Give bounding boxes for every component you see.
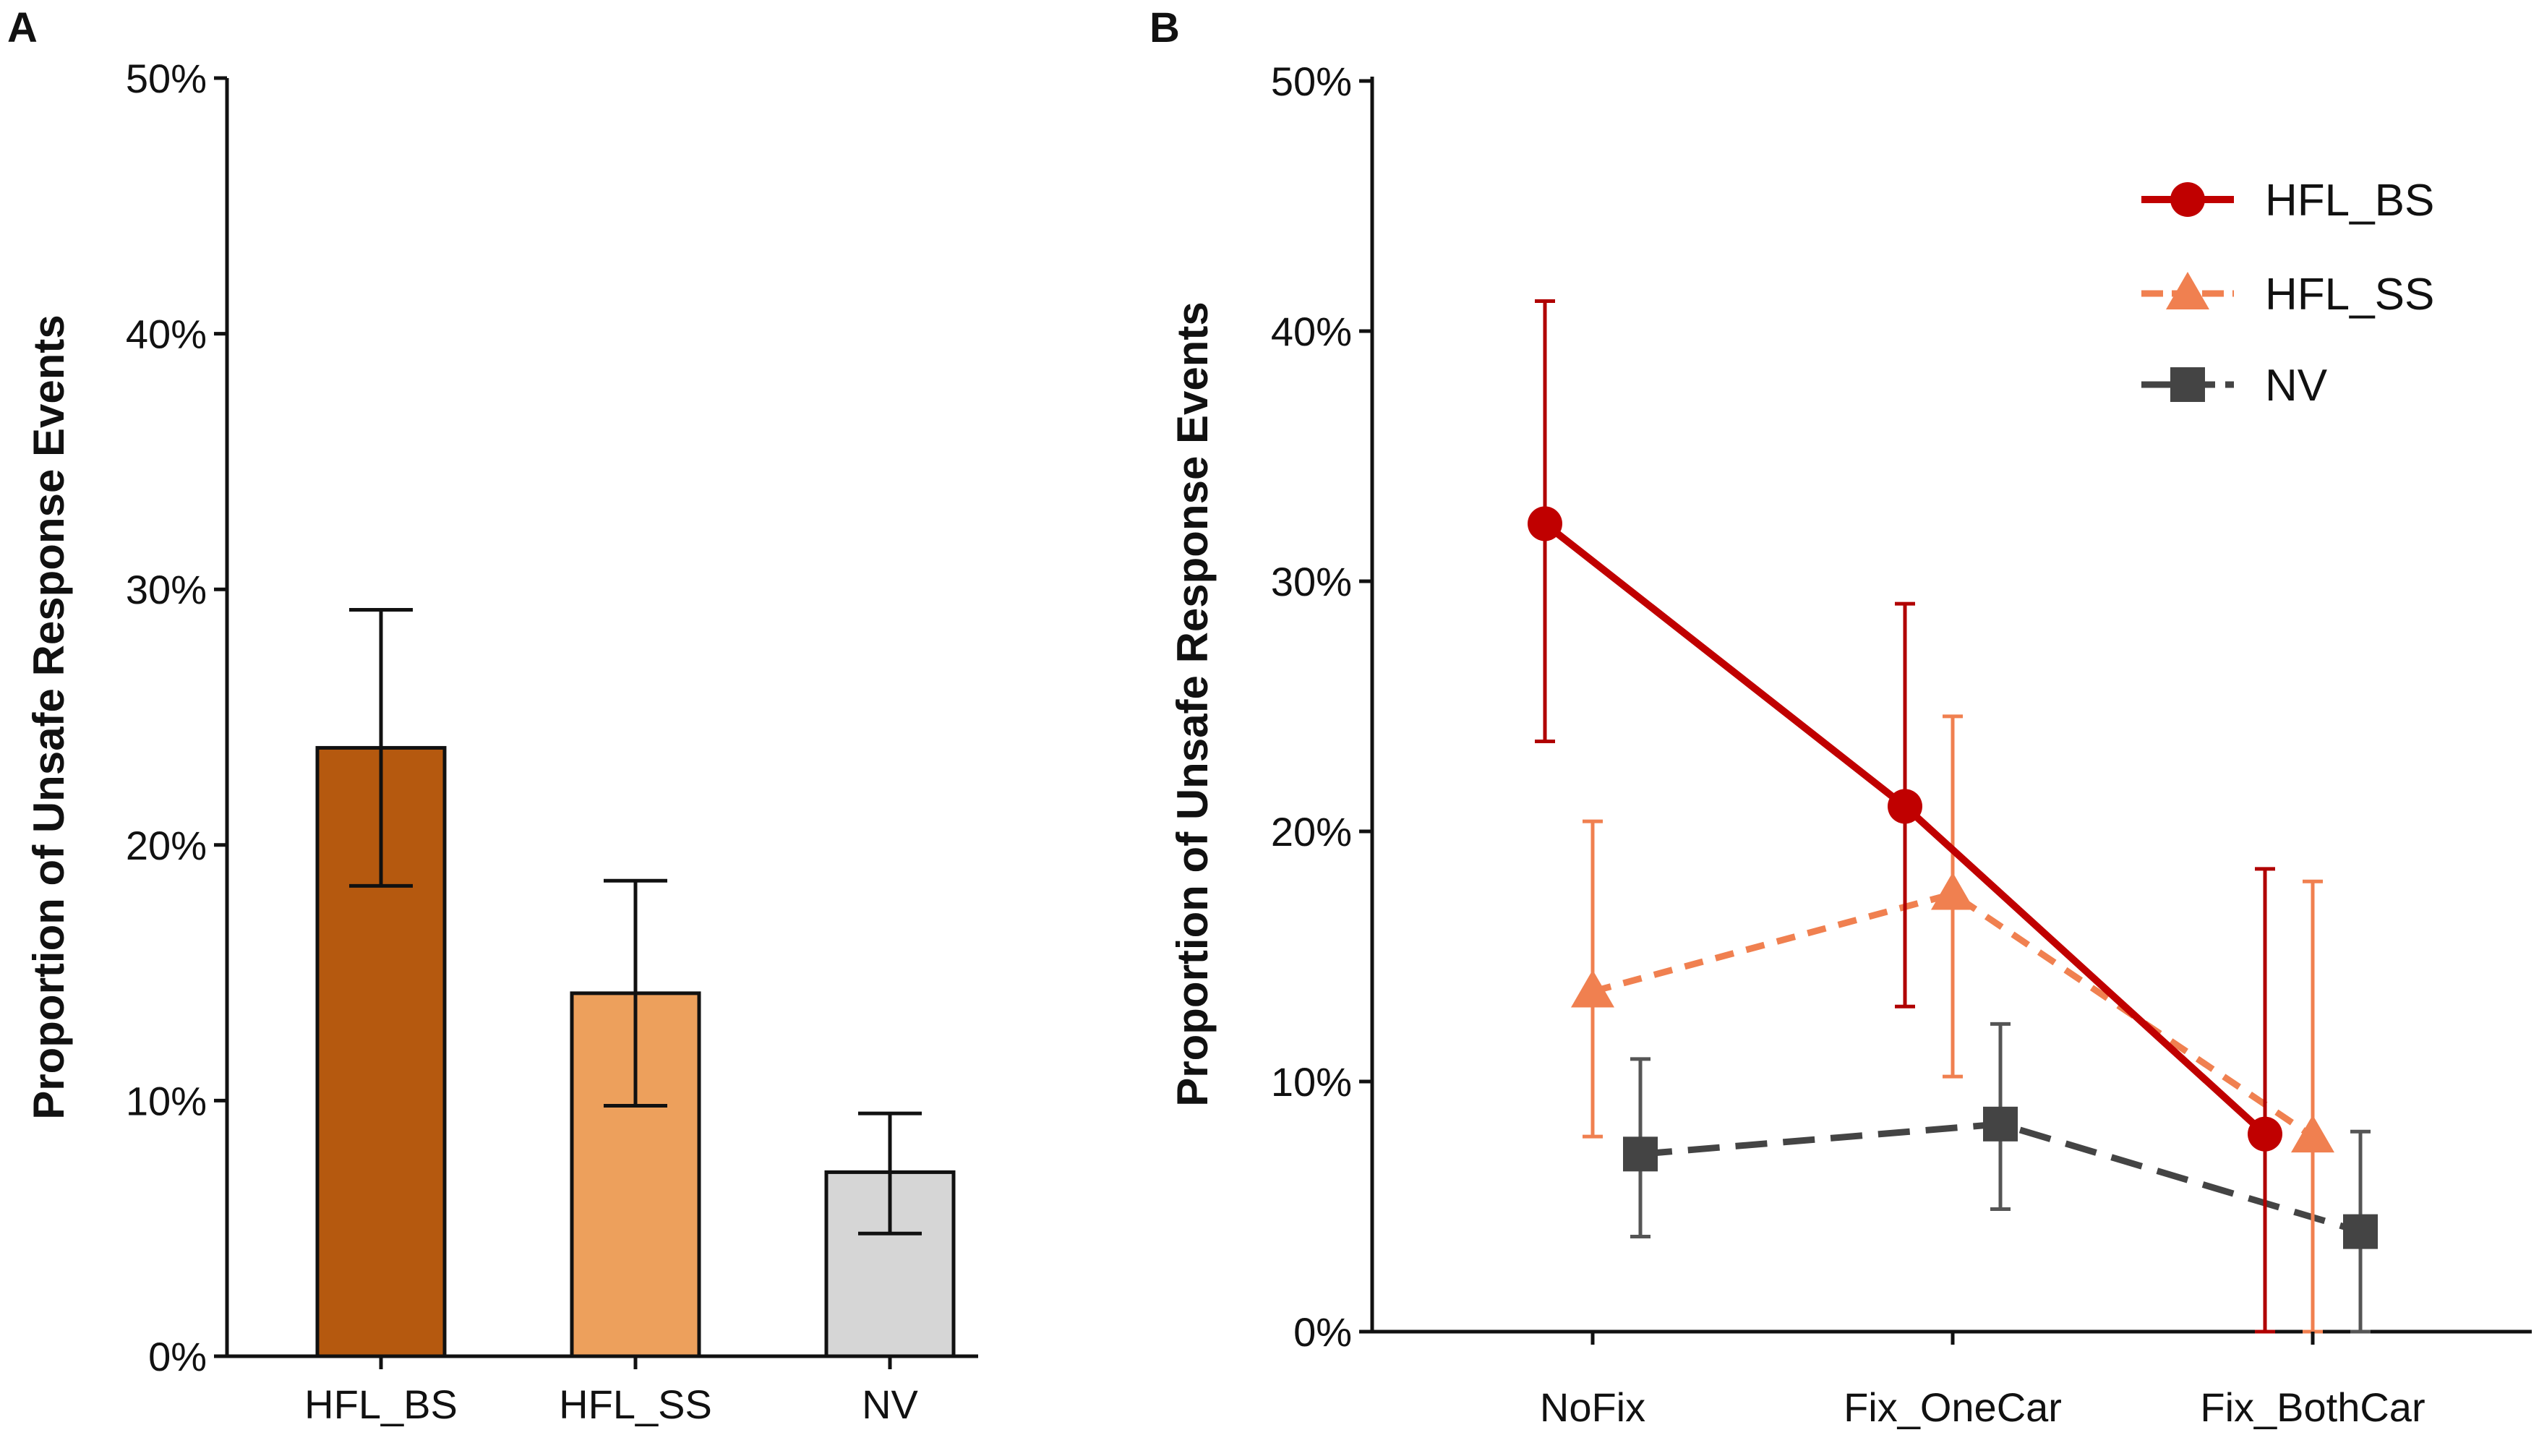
y-tick-label: 10% — [126, 1078, 207, 1123]
panel-a-y-axis-title: Proportion of Unsafe Response Events — [25, 314, 73, 1120]
data-point — [2291, 1115, 2334, 1153]
y-tick-label: 50% — [1271, 59, 1352, 104]
legend-item-hfl-ss: HFL_SS — [2141, 270, 2434, 320]
y-tick-label: 20% — [1271, 809, 1352, 855]
panel-b-y-ticks: 0% 10% 20% 30% 40% 50% — [1271, 59, 1372, 1355]
y-tick-label: 40% — [1271, 309, 1352, 354]
legend-marker — [2170, 182, 2205, 217]
x-tick-label: HFL_SS — [559, 1382, 712, 1427]
panel-b-legend: HFL_BS HFL_SS NV — [2141, 176, 2434, 411]
y-tick-label: 30% — [1271, 559, 1352, 604]
data-point — [2248, 1116, 2282, 1152]
legend-label: NV — [2265, 361, 2328, 411]
y-tick-label: 20% — [126, 823, 207, 868]
legend-item-hfl-bs: HFL_BS — [2141, 176, 2434, 226]
panel-b-letter: B — [1149, 4, 1180, 51]
panel-b-series — [1528, 299, 2378, 1334]
data-point — [1623, 1136, 1658, 1172]
y-tick-label: 50% — [126, 56, 207, 101]
data-point — [1931, 872, 1974, 910]
panel-a-y-ticks: 0% 10% 20% 30% 40% 50% — [126, 56, 227, 1379]
y-tick-label: 0% — [1293, 1309, 1352, 1355]
panel-a-x-labels: HFL_BS HFL_SS NV — [304, 1356, 919, 1427]
series-nv — [1623, 1022, 2378, 1334]
panel-b-y-axis-title: Proportion of Unsafe Response Events — [1168, 301, 1217, 1107]
legend-marker — [2166, 272, 2209, 309]
series-hfl-bs — [1528, 299, 2282, 1334]
series-hfl-ss — [1571, 714, 2334, 1334]
data-point — [1528, 506, 1562, 541]
y-tick-label: 0% — [148, 1334, 207, 1379]
legend-item-nv: NV — [2141, 361, 2328, 411]
legend-marker — [2170, 367, 2205, 402]
panel-a: A Proportion of Unsafe Response Events 0… — [7, 4, 978, 1427]
x-tick-label: Fix_BothCar — [2200, 1384, 2425, 1430]
legend-label: HFL_BS — [2265, 176, 2434, 226]
data-point — [1888, 789, 1922, 824]
panel-a-letter: A — [7, 4, 38, 51]
x-tick-label: NoFix — [1540, 1384, 1645, 1430]
panel-a-bars — [315, 607, 956, 1358]
data-point — [2343, 1214, 2378, 1249]
x-tick-label: HFL_BS — [304, 1382, 458, 1427]
y-tick-label: 30% — [126, 567, 207, 612]
y-tick-label: 10% — [1271, 1059, 1352, 1105]
y-tick-label: 40% — [126, 312, 207, 357]
legend-label: HFL_SS — [2265, 270, 2434, 320]
bar-nv — [824, 1170, 956, 1358]
x-tick-label: NV — [862, 1382, 918, 1427]
data-point — [1571, 969, 1614, 1008]
panel-b: B Proportion of Unsafe Response Events 0… — [1149, 4, 2532, 1430]
panel-b-x-labels: NoFix Fix_OneCar Fix_BothCar — [1540, 1332, 2425, 1430]
x-tick-label: Fix_OneCar — [1844, 1384, 2062, 1430]
data-point — [1983, 1106, 2018, 1142]
